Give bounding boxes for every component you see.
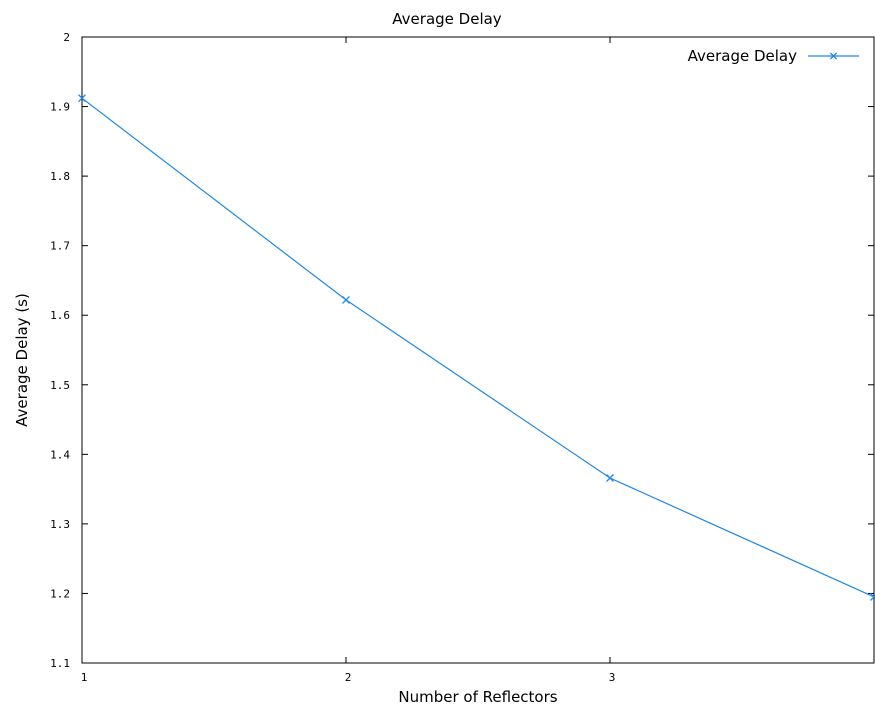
y-tick-label: 1.6	[50, 309, 70, 322]
series-line	[81, 97, 875, 598]
x-tick-label: 3	[609, 671, 616, 684]
x-axis-label: Number of Reflectors	[398, 688, 557, 706]
series-group	[78, 94, 875, 601]
y-tick-label: 1.4	[50, 448, 70, 461]
y-tick-label: 1.9	[50, 101, 70, 114]
data-point-marker	[342, 295, 350, 304]
plot-frame	[81, 36, 875, 664]
y-tick-label: 1.3	[50, 518, 70, 531]
y-tick-label: 1.5	[50, 379, 70, 392]
x-tick-label: 2	[345, 671, 352, 684]
y-tick-label: 1.8	[50, 170, 70, 183]
data-point-marker	[606, 474, 614, 482]
y-axis-label: Average Delay (s)	[13, 293, 31, 427]
y-tick-label: 1.1	[50, 657, 70, 670]
legend-marker	[830, 52, 837, 60]
data-point-marker	[870, 592, 875, 601]
x-tick-label: 1	[81, 671, 88, 684]
y-axis-ticks: 1.1 1.2 1.3 1.4 1.5 1.6 1.7 1.8 1.9 2	[50, 31, 874, 670]
chart-title: Average Delay	[392, 10, 502, 28]
y-tick-label: 1.2	[50, 587, 70, 600]
legend: Average Delay	[688, 47, 859, 65]
x-axis-ticks: 1 2 3	[81, 37, 616, 684]
legend-label: Average Delay	[688, 47, 798, 65]
data-point-marker	[78, 94, 86, 103]
y-tick-label: 1.7	[50, 240, 70, 253]
y-tick-label: 2	[63, 31, 70, 44]
